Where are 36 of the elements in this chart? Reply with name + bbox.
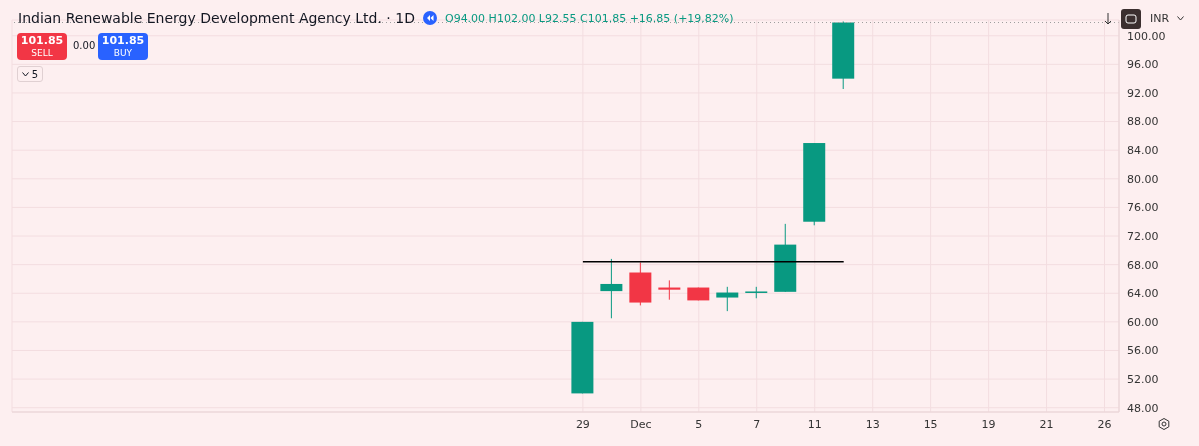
y-tick-label: 60.00: [1127, 315, 1159, 329]
y-tick-label: 88.00: [1127, 115, 1159, 129]
text: Indian Renewable Energy Development Agency Ltd. · 1D: [18, 10, 415, 26]
y-tick-label: 80.00: [1127, 172, 1159, 186]
candlestick: [716, 286, 739, 312]
x-tick-label: 7: [753, 417, 761, 431]
x-tick-label: 19: [981, 417, 996, 431]
x-tick-label: 11: [807, 417, 822, 431]
text: SELL: [30, 47, 54, 59]
y-tick-label: 68.00: [1127, 258, 1159, 272]
chart-subtitle: O94.00 H102.00 L92.55 C101.85 +16.85 (+19.82%): [444, 11, 734, 25]
y-tick-label: 96.00: [1127, 58, 1159, 72]
y-tick-label: 56.00: [1127, 344, 1159, 358]
x-tick-label: 13: [865, 417, 880, 431]
y-tick-label: 52.00: [1127, 373, 1159, 386]
x-tick-label: Dec: [630, 417, 652, 431]
y-tick-label: 76.00: [1127, 201, 1159, 215]
x-tick-label: 21: [1039, 417, 1054, 431]
y-tick-label: 48.00: [1127, 401, 1159, 415]
y-tick-label: 92.00: [1127, 86, 1159, 100]
text: INR: [1150, 12, 1170, 25]
x-tick-label: 15: [923, 417, 938, 431]
text: 0.00: [73, 40, 96, 51]
y-tick-label: 72.00: [1127, 229, 1159, 243]
text: 101.85: [19, 34, 65, 47]
candlestick: [600, 258, 623, 319]
text: BUY: [112, 47, 134, 59]
x-tick-label: 29: [575, 417, 590, 431]
x-tick-label: 5: [695, 417, 703, 431]
text: 101.85: [100, 34, 146, 47]
y-tick-label: 64.00: [1127, 287, 1159, 301]
x-tick-label: 26: [1097, 417, 1112, 431]
text: 5: [31, 68, 39, 80]
y-tick-label: 100.00: [1127, 29, 1166, 43]
y-tick-label: 84.00: [1127, 144, 1159, 158]
candlestick: [658, 279, 681, 301]
